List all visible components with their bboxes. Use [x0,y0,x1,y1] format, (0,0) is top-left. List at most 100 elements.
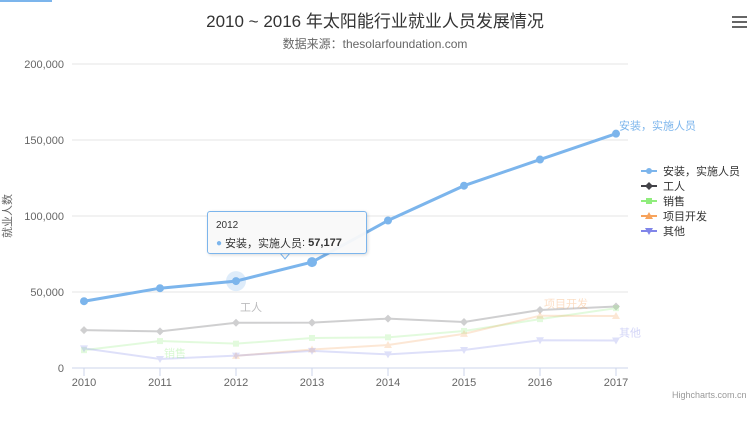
series-end-label: 工人 [240,301,262,314]
y-axis-title: 就业人数 [0,194,14,238]
data-point[interactable] [460,347,468,355]
legend-label: 安装，实施人员 [663,165,740,178]
menu-line [732,16,747,18]
legend-item[interactable]: 销售 [641,194,740,208]
data-point[interactable] [612,129,620,138]
x-tick-label: 2017 [604,377,628,389]
data-point[interactable] [612,337,620,345]
x-tick-label: 2012 [224,377,248,389]
tooltip-series-dot: ● [216,237,223,249]
data-point[interactable] [536,306,544,315]
y-tick-label: 150,000 [24,135,64,147]
data-point[interactable] [537,316,543,323]
y-tick-label: 200,000 [24,59,64,71]
legend-item[interactable]: 工人 [641,179,740,193]
data-point[interactable] [384,341,392,349]
series-group [80,129,620,363]
data-point[interactable] [80,326,88,335]
legend-symbol-icon [641,227,657,235]
data-point[interactable] [309,334,315,341]
series-line[interactable] [83,305,617,333]
series-end-label: 其他 [619,326,641,339]
y-axis-tick-labels: 0 50,000 100,000 150,000 200,000 [24,59,64,375]
chart-title: 2010 ~ 2016 年太阳能行业就业人员发展情况 [206,12,544,31]
data-point[interactable] [156,284,164,293]
legend-label: 项目开发 [663,210,707,223]
data-point[interactable] [233,340,239,347]
data-point[interactable] [81,347,87,354]
x-tick-label: 2016 [528,377,552,389]
legend-label: 销售 [663,195,685,208]
data-point[interactable] [308,318,316,327]
data-point[interactable] [232,351,240,359]
data-point[interactable] [384,216,392,225]
y-tick-label: 100,000 [24,211,64,223]
series-1[interactable] [80,302,620,336]
legend-label: 其他 [663,225,685,238]
x-axis: 2010 2011 2012 2013 2014 2015 2016 2017 [72,367,628,389]
data-point[interactable] [460,329,468,337]
data-point[interactable] [384,351,392,359]
x-tick-label: 2013 [300,377,324,389]
menu-line [732,21,747,23]
data-point[interactable] [232,352,240,360]
x-tick-label: 2015 [452,377,476,389]
data-point[interactable] [612,311,620,319]
legend-item[interactable]: 其他 [641,224,740,238]
data-point[interactable] [460,181,468,190]
series-3[interactable] [232,311,620,359]
tooltip-series-name: 安装，实施人员 [225,238,303,250]
data-point[interactable] [384,314,392,323]
data-point[interactable] [612,302,620,311]
data-point[interactable] [232,277,240,286]
data-point[interactable] [308,345,316,353]
legend-symbol-icon [641,197,657,204]
legend-label: 工人 [663,180,685,193]
series-end-label: 项目开发 [544,297,588,311]
data-point[interactable] [232,318,240,327]
y-tick-label: 50,000 [30,287,64,299]
x-tick-label: 2014 [376,377,400,389]
tooltip-caret [280,253,290,260]
x-tick-label: 2010 [72,377,96,389]
top-accent-bar [0,0,52,2]
legend: 安装，实施人员 工人销售项目开发其他 [641,164,740,239]
data-point[interactable] [536,311,544,319]
chart-subtitle: 数据来源：thesolarfoundation.com [283,36,468,51]
data-point[interactable] [613,305,619,312]
context-menu-icon[interactable] [730,16,750,34]
data-point[interactable] [156,327,164,336]
series-2[interactable] [81,305,619,354]
data-point[interactable] [157,338,163,345]
menu-line [732,26,747,28]
data-point[interactable] [307,257,317,268]
legend-symbol-icon [641,211,657,219]
tooltip-category: 2012 [216,220,239,231]
data-point[interactable] [80,297,88,306]
legend-item[interactable]: 项目开发 [641,209,740,223]
series-end-label: 销售 [164,346,186,360]
data-point[interactable] [536,337,544,345]
legend-symbol-icon [641,167,657,174]
legend-symbol-icon [641,181,657,190]
series-line[interactable] [83,307,617,352]
data-point[interactable] [156,355,164,363]
series-line[interactable] [235,314,617,357]
legend-item[interactable]: 安装，实施人员 [641,164,740,178]
tooltip: 2012 ● 安装，实施人员 : 57,177 [207,211,367,254]
data-point[interactable] [385,334,391,341]
data-point[interactable] [536,155,544,164]
data-point[interactable] [80,345,88,353]
series-end-label: 安装，实施人员 [619,119,696,133]
series-4[interactable] [80,337,620,363]
data-point[interactable] [308,347,316,355]
data-point[interactable] [460,317,468,326]
y-tick-label: 0 [58,363,64,375]
x-tick-label: 2011 [148,377,172,389]
series-line[interactable] [83,339,617,360]
data-point[interactable] [461,327,467,334]
tooltip-colon: : [302,237,309,249]
credits[interactable]: Highcharts.com.cn [672,390,747,400]
